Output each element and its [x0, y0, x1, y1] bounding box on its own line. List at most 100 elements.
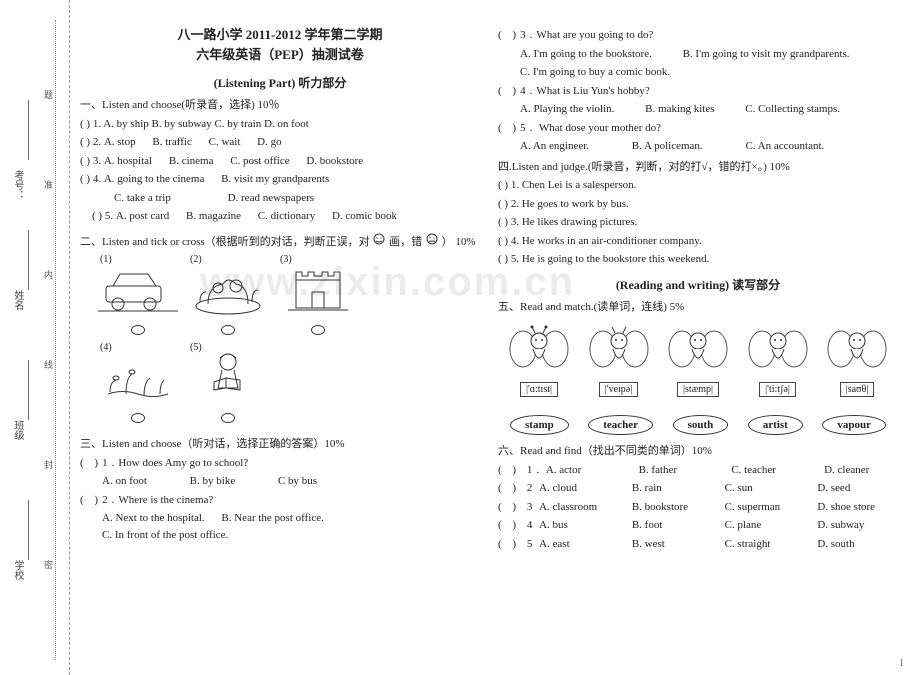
opt-b: B. I'm going to visit my grandparents.	[683, 46, 850, 63]
bee-fairy-icon	[823, 323, 891, 377]
smile-icon	[372, 233, 386, 245]
opt-a: A. bus	[539, 517, 615, 534]
q-prefix: ( )2.	[80, 494, 118, 506]
sidebar-num-label: 考号：	[10, 170, 25, 200]
q3-opts: A. An engineer. B. A policeman. C. An ac…	[520, 138, 898, 155]
opt-a: A. hospital	[104, 153, 152, 170]
q3-opts: A. I'm going to the bookstore. B. I'm go…	[520, 46, 898, 63]
plant-seed-icon	[98, 344, 178, 406]
sad-icon	[425, 233, 439, 245]
ipa-label: |'ti:tʃə|	[759, 382, 796, 397]
q2-stem-a: 二、Listen and tick or cross（根据听到的对话，判断正误，…	[80, 236, 370, 248]
q2-stem: 二、Listen and tick or cross（根据听到的对话，判断正误，…	[80, 233, 480, 251]
sidebar-line	[28, 500, 29, 560]
opt-c: C. An accountant.	[745, 138, 824, 155]
bee-item: |'ti:tʃə|	[743, 323, 813, 397]
q4-item: ( ) 2. He goes to work by bus.	[498, 196, 898, 213]
opt-b: B. cinema	[169, 153, 214, 170]
opt-d: D. seed	[817, 480, 850, 497]
opt-a: A. Next to the hospital.	[102, 510, 205, 527]
opt-a: A. going to the cinema	[104, 171, 205, 188]
car-icon	[98, 256, 178, 318]
q2-circle-row-1	[98, 325, 480, 338]
opt-c: C. In front of the post office.	[102, 527, 228, 544]
answer-circle[interactable]	[278, 325, 358, 338]
opt-b: B. magazine	[186, 208, 241, 225]
opt-c: C. wait	[209, 134, 241, 151]
opt-a: A. on foot	[102, 473, 147, 490]
q6-row: ( ) 3 A. classroom B. bookstore C. super…	[498, 499, 898, 516]
q2-pic-3: (3)	[278, 256, 358, 321]
opt-b: B. by bike	[190, 473, 236, 490]
opt-c: C. take a trip	[114, 190, 171, 207]
opt-b: B. bookstore	[632, 499, 708, 516]
opt-a: A. I'm going to the bookstore.	[520, 46, 652, 63]
seal-char: 密	[42, 560, 55, 569]
opt-a: A. actor	[546, 462, 622, 479]
seal-char: 线	[42, 360, 55, 369]
answer-circle[interactable]	[98, 325, 178, 338]
answer-circle[interactable]	[188, 413, 268, 426]
q-text: How does Amy go to school?	[118, 457, 248, 469]
ipa-label: |saʊθ|	[840, 382, 875, 397]
q4-item: ( ) 4. He works in an air-conditioner co…	[498, 233, 898, 250]
q-prefix: ( ) 4.	[80, 173, 101, 185]
q-prefix: ( ) 4	[498, 519, 536, 531]
q2-circle-row-2	[98, 413, 480, 426]
q-prefix: ( ) 2	[498, 482, 536, 494]
castle-icon	[278, 256, 358, 318]
q6-stem: 六、Read and find（找出不同类的单词）10%	[498, 443, 898, 460]
q-prefix: ( )1.	[80, 457, 118, 469]
q6-row: ( ) 5 A. east B. west C. straight D. sou…	[498, 536, 898, 553]
opt-c: C. post office	[230, 153, 289, 170]
opt-a: A. cloud	[539, 480, 615, 497]
opt-a: A. classroom	[539, 499, 615, 516]
page-number: 1	[899, 658, 904, 669]
q-prefix: ( ) 5	[498, 538, 536, 550]
opt-d: D. subway	[817, 517, 864, 534]
answer-circle[interactable]	[188, 325, 268, 338]
q-prefix: ( )5.	[498, 122, 536, 134]
bee-item: |saʊθ|	[822, 323, 892, 397]
seal-char: 题	[42, 90, 55, 99]
sidebar-line	[28, 360, 29, 420]
opt-a: A. An engineer.	[520, 138, 589, 155]
page-columns: 八一路小学 2011-2012 学年第二学期 六年级英语（PEP）抽测试卷 (L…	[80, 25, 900, 645]
answer-circle[interactable]	[98, 413, 178, 426]
opt-b: B. Near the post office.	[221, 510, 323, 527]
q4-item: ( ) 5. He is going to the bookstore this…	[498, 251, 898, 268]
q1-item-cont: C. take a trip D. read newspapers	[114, 190, 480, 207]
q-prefix: ( ) 2.	[80, 136, 101, 148]
q2-stem-c: ） 10%	[442, 236, 476, 248]
bee-fairy-icon	[664, 323, 732, 377]
q2-pic-row-2: (4) (5)	[98, 344, 480, 409]
pic-num: (4)	[100, 342, 112, 353]
seal-char: 封	[42, 460, 55, 469]
opt-c: C by bus	[278, 473, 317, 490]
q1-item: ( ) 1. A. by ship B. by subway C. by tra…	[80, 116, 480, 133]
q4-item: ( ) 1. Chen Lei is a salesperson.	[498, 177, 898, 194]
pic-num: (5)	[190, 342, 202, 353]
q-prefix: ( )4.	[498, 85, 536, 97]
q2-pic-row-1: (1) (2) (3)	[98, 256, 480, 321]
opt-b: B. visit my grandparents	[221, 171, 329, 188]
q1-item: ( ) 3. A. hospital B. cinema C. post off…	[80, 153, 480, 170]
word-oval: stamp	[510, 415, 569, 435]
q1-item: ( ) 5. A. post card B. magazine C. dicti…	[92, 208, 480, 225]
q3-stem: 三、Listen and choose（听对话，选择正确的答案）10%	[80, 436, 480, 453]
opt-b: B. rain	[632, 480, 708, 497]
bee-fairy-icon	[585, 323, 653, 377]
ipa-label: |'ɑ:tɪst|	[520, 382, 558, 397]
q3-opts: A. Playing the violin. B. making kites C…	[520, 101, 898, 118]
q2-pic-5: (5)	[188, 344, 268, 409]
q1-item: ( ) 2. A. stop B. traffic C. wait D. go	[80, 134, 480, 151]
q3-item: ( )5. What dose your mother do?	[498, 120, 898, 137]
bee-fairy-icon	[505, 323, 573, 377]
title-line-2: 六年级英语（PEP）抽测试卷	[80, 45, 480, 65]
sidebar-class-label: 班级	[10, 420, 25, 440]
opt-a: A. east	[539, 536, 615, 553]
q4-item: ( ) 3. He likes drawing pictures.	[498, 214, 898, 231]
opt-c: C. dictionary	[258, 208, 315, 225]
opt-a: A. stop	[104, 134, 136, 151]
word-oval: teacher	[588, 415, 653, 435]
